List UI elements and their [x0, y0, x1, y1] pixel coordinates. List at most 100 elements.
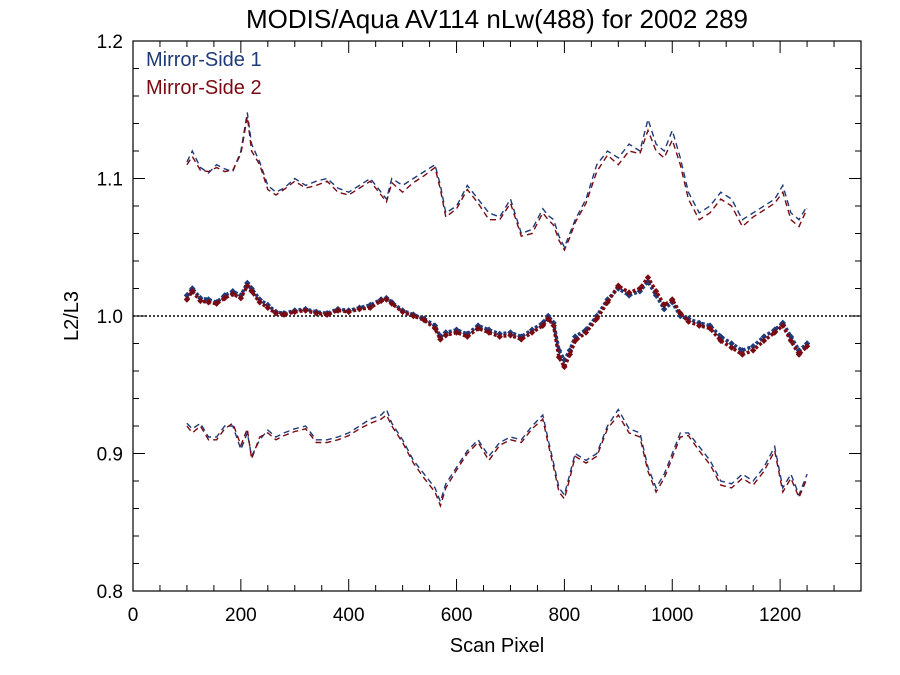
mirror-side-2-point: [739, 351, 746, 358]
y-tick-label: 1.1: [97, 170, 123, 191]
ticks-group: [132, 40, 862, 592]
legend-entry-mirror-side-2: Mirror-Side 2: [146, 77, 262, 99]
mirror-side-2-point: [593, 315, 600, 322]
mirror-side-2-point: [625, 289, 633, 296]
mirror-side-2-point: [377, 297, 385, 305]
mirror-side-2-point: [795, 351, 803, 358]
mirror-side-1-point: [571, 333, 579, 340]
mirror-side-2-point: [669, 296, 676, 303]
mirror-side-1-point: [660, 305, 668, 313]
mirror-side-2-point: [717, 337, 724, 344]
chart-title: MODIS/Aqua AV114 nLw(488) for 2002 289: [246, 4, 748, 34]
mirror-side-2-point: [229, 290, 236, 298]
mirror-side-1-point: [183, 292, 191, 299]
mirror-side-2-point: [550, 322, 557, 329]
mirror-side-2-point: [213, 300, 220, 307]
mirror-side-2-point: [518, 336, 525, 343]
mirror-side-2-upper-line: [186, 116, 808, 252]
mirror-side-2-lower-line: [186, 413, 808, 508]
mirror-side-2-point: [421, 316, 428, 324]
mirror-side-2-point: [685, 318, 692, 325]
x-tick-label: 800: [549, 605, 581, 626]
x-tick-label: 400: [333, 605, 365, 626]
mirror-side-2-point: [197, 297, 204, 305]
mirror-side-2-point: [571, 337, 579, 344]
mirror-side-2-point: [334, 307, 342, 314]
mirror-side-2-point: [566, 351, 573, 358]
mirror-side-2-point: [221, 294, 228, 302]
mirror-side-2-point: [604, 299, 611, 306]
mirror-side-2-point: [749, 347, 757, 354]
mirror-side-1-mean-line: [185, 279, 809, 362]
mirror-side-2-point: [652, 288, 660, 295]
mirror-side-1-point: [728, 340, 735, 347]
mirror-side-2-point: [367, 304, 374, 311]
x-axis-label: Scan Pixel: [450, 635, 545, 657]
mirror-side-2-point: [399, 308, 406, 316]
mirror-side-2-point: [545, 315, 552, 322]
mirror-side-2-point: [383, 296, 390, 303]
mirror-side-2-point: [636, 285, 644, 292]
mirror-side-1-point: [652, 292, 660, 299]
mirror-side-2-point: [302, 307, 309, 314]
x-tick-label: 0: [128, 605, 139, 626]
mirror-side-2-point: [555, 354, 563, 361]
x-tick-label: 600: [441, 605, 473, 626]
y-tick-label: 0.8: [97, 582, 123, 603]
mirror-side-2-point: [644, 274, 652, 281]
mirror-side-2-point: [696, 322, 703, 329]
mirror-side-2-point: [256, 299, 263, 306]
mirror-side-2-point: [760, 337, 768, 344]
mirror-side-2-point: [431, 325, 439, 332]
y-tick-label: 0.9: [97, 445, 123, 466]
mirror-side-2-point: [323, 311, 331, 318]
mirror-side-2-point: [779, 322, 787, 329]
mirror-side-2-point: [410, 312, 417, 320]
mirror-side-2-point: [561, 363, 568, 371]
mirror-side-1-upper-line: [186, 112, 808, 249]
y-tick-label: 1.2: [97, 32, 123, 53]
mirror-side-2-point: [528, 329, 536, 336]
mirror-side-2-point: [345, 308, 352, 316]
mirror-side-2-point: [189, 288, 196, 295]
mirror-side-2-point: [787, 337, 795, 344]
mirror-side-2-point: [485, 329, 493, 336]
mirror-side-2-point: [728, 344, 735, 351]
mirror-side-2-point: [453, 329, 460, 336]
y-tick-label: 1.0: [97, 307, 123, 328]
mirror-side-2-point: [280, 311, 288, 318]
mirror-side-1-lower-line: [186, 408, 808, 504]
mirror-side-2-point: [474, 325, 482, 332]
mirror-side-2-point: [264, 304, 272, 311]
mirror-side-2-point: [272, 310, 280, 317]
mirror-side-2-point: [183, 296, 191, 303]
tick-labels-group: 0 200 400 600 800 1000 1200 0.8 0.9 1.0 1.1 1.2: [97, 32, 802, 626]
mirror-side-2-point: [205, 299, 212, 306]
mirror-side-2-point: [615, 282, 622, 289]
mirror-side-2-point: [507, 332, 514, 339]
mirror-side-2-point: [496, 333, 503, 340]
mirror-side-2-point: [706, 325, 714, 332]
x-tick-label: 1200: [759, 605, 801, 626]
mirror-side-2-point: [237, 294, 245, 302]
legend: Mirror-Side 1 Mirror-Side 2: [146, 49, 262, 99]
mirror-side-2-point: [582, 329, 590, 336]
series-group: [183, 112, 811, 508]
x-tick-label: 200: [225, 605, 257, 626]
mirror-side-1-point: [795, 347, 803, 354]
mirror-side-2-point: [442, 332, 449, 339]
mirror-side-1-point: [739, 347, 746, 354]
mirror-side-2-point: [539, 322, 547, 329]
mirror-side-1-point: [561, 356, 568, 364]
mirror-side-2-point: [677, 310, 684, 317]
mirror-side-2-point: [771, 329, 778, 336]
mirror-side-2-point: [248, 288, 255, 295]
x-tick-label: 1000: [651, 605, 693, 626]
y-axis-label: L2/L3: [61, 291, 83, 341]
mirror-side-2-point: [437, 336, 444, 343]
mirror-side-2-point: [803, 343, 811, 350]
mirror-side-2-point: [291, 308, 298, 316]
mirror-side-2-mean-line: [185, 275, 809, 369]
